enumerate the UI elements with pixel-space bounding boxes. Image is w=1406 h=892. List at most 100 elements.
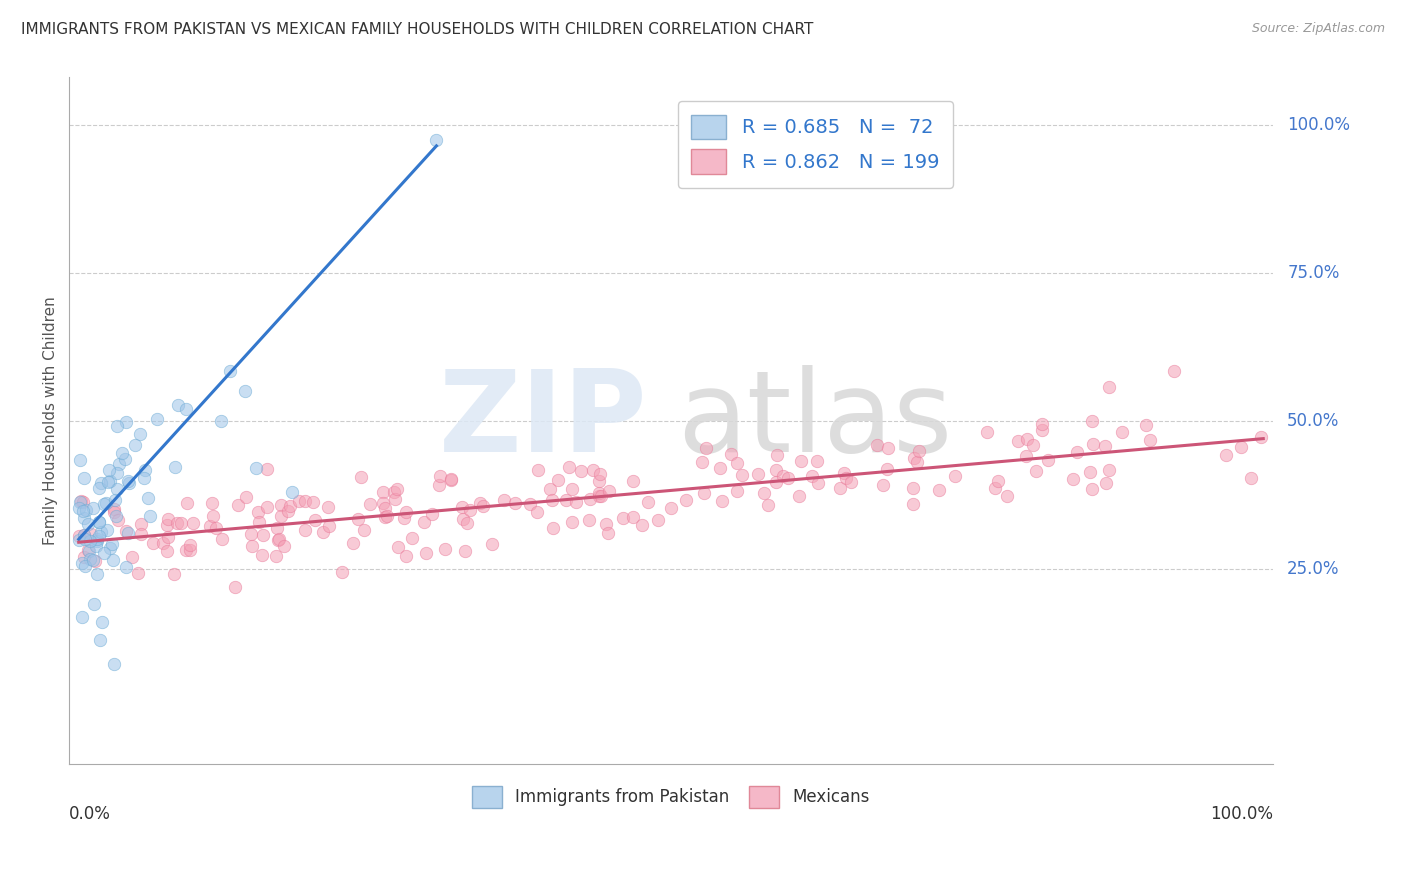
Point <box>1098 380 1121 394</box>
Point <box>318 519 340 533</box>
Point <box>690 455 713 469</box>
Point <box>247 515 270 529</box>
Point <box>806 454 828 468</box>
Point <box>371 496 394 510</box>
Point <box>162 567 184 582</box>
Point <box>73 528 96 542</box>
Point <box>107 482 129 496</box>
Point <box>458 503 481 517</box>
Point <box>201 496 224 510</box>
Point <box>526 463 548 477</box>
Text: atlas: atlas <box>678 366 952 476</box>
Point <box>976 425 998 440</box>
Text: IMMIGRANTS FROM PAKISTAN VS MEXICAN FAMILY HOUSEHOLDS WITH CHILDREN CORRELATION : IMMIGRANTS FROM PAKISTAN VS MEXICAN FAMI… <box>21 22 814 37</box>
Point <box>375 508 398 523</box>
Point <box>98 463 121 477</box>
Point <box>725 456 748 470</box>
Point <box>202 509 225 524</box>
Point <box>776 471 799 485</box>
Point <box>166 516 188 531</box>
Point <box>578 491 600 506</box>
Point <box>152 535 174 549</box>
Point <box>440 472 463 486</box>
Point <box>114 452 136 467</box>
Point <box>129 517 152 532</box>
Point <box>181 516 204 530</box>
Point <box>595 517 617 532</box>
Point <box>1062 472 1084 486</box>
Point <box>384 485 406 500</box>
Point <box>385 483 408 497</box>
Point <box>420 507 443 521</box>
Point <box>142 535 165 549</box>
Point <box>659 500 682 515</box>
Point <box>425 133 447 147</box>
Point <box>136 491 159 506</box>
Point <box>98 474 121 488</box>
Point <box>156 543 179 558</box>
Point <box>82 500 104 515</box>
Point <box>105 418 128 433</box>
Point <box>117 474 139 488</box>
Point <box>415 546 437 560</box>
Point <box>725 483 748 498</box>
Point <box>541 521 564 535</box>
Point <box>273 539 295 553</box>
Point <box>561 482 583 496</box>
Point <box>105 466 128 480</box>
Point <box>1081 483 1104 497</box>
Point <box>247 505 270 519</box>
Point <box>997 489 1019 503</box>
Point <box>157 512 180 526</box>
Point <box>866 438 889 452</box>
Text: 75.0%: 75.0% <box>1286 264 1340 282</box>
Point <box>387 540 409 554</box>
Point <box>79 552 101 566</box>
Point <box>747 467 769 482</box>
Point <box>90 475 112 490</box>
Point <box>588 474 610 488</box>
Point <box>876 461 898 475</box>
Point <box>97 475 120 489</box>
Point <box>454 543 477 558</box>
Point <box>128 427 150 442</box>
Point <box>91 615 114 629</box>
Point <box>134 463 156 477</box>
Point <box>440 473 463 487</box>
Point <box>124 438 146 452</box>
Point <box>987 474 1010 488</box>
Point <box>174 543 197 558</box>
Point <box>77 543 100 558</box>
Point <box>107 513 129 527</box>
Point <box>621 509 644 524</box>
Point <box>316 500 339 515</box>
Point <box>1139 433 1161 447</box>
Point <box>790 453 813 467</box>
Point <box>93 546 115 560</box>
Text: 100.0%: 100.0% <box>1286 116 1350 134</box>
Point <box>588 485 610 500</box>
Point <box>69 495 91 509</box>
Point <box>787 489 810 503</box>
Point <box>174 401 197 416</box>
Point <box>87 515 110 529</box>
Point <box>86 567 108 582</box>
Point <box>111 445 134 459</box>
Point <box>731 468 754 483</box>
Point <box>1022 438 1045 452</box>
Point <box>103 657 125 671</box>
Point <box>1094 439 1116 453</box>
Point <box>98 541 121 555</box>
Point <box>226 498 249 512</box>
Text: Source: ZipAtlas.com: Source: ZipAtlas.com <box>1251 22 1385 36</box>
Point <box>557 460 579 475</box>
Point <box>235 491 257 505</box>
Point <box>118 475 141 490</box>
Point <box>166 398 188 412</box>
Point <box>252 528 274 542</box>
Point <box>67 529 90 543</box>
Point <box>765 475 787 489</box>
Point <box>77 544 100 558</box>
Point <box>115 560 138 574</box>
Point <box>828 481 851 495</box>
